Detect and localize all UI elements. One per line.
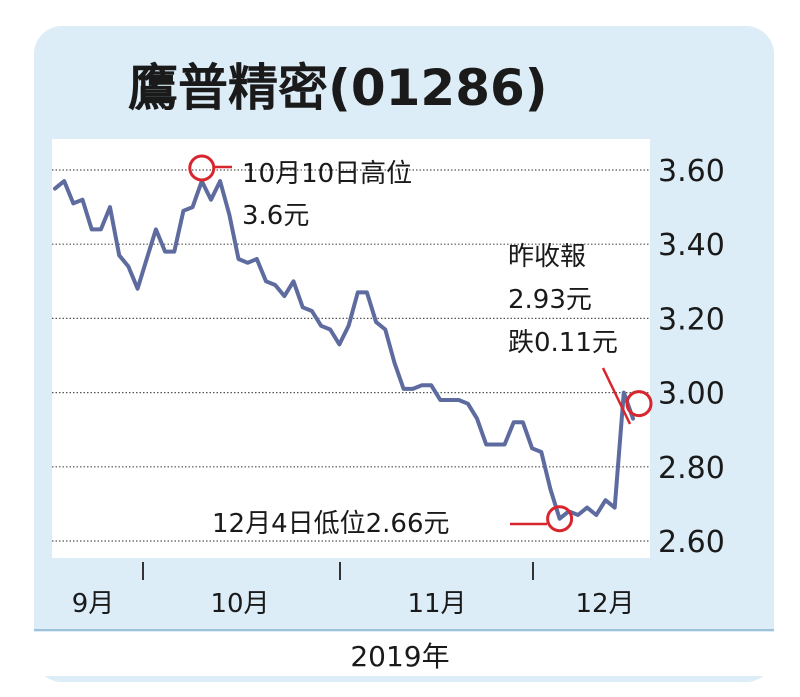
annotation-marker (625, 390, 653, 418)
x-axis-label: 2019年 (350, 640, 449, 673)
annotation-text: 跌0.11元 (508, 328, 618, 358)
annotation-text: 12月4日低位2.66元 (212, 509, 450, 539)
annotation-text: 2.93元 (508, 285, 592, 315)
annotation-marker (546, 505, 574, 533)
y-tick-label: 3.20 (658, 302, 725, 337)
price-line (53, 179, 635, 521)
year-strip (34, 632, 774, 676)
month-label: 11月 (407, 589, 466, 619)
month-separators (142, 562, 534, 580)
annotation-text: 昨收報 (508, 242, 586, 272)
annotation-marker (188, 154, 216, 182)
annotation-leader (601, 367, 632, 425)
y-tick-label: 2.60 (658, 525, 725, 560)
y-tick-labels: 3.60 3.40 3.20 3.00 2.80 2.60 (658, 154, 725, 560)
series-group (53, 179, 635, 521)
y-tick-label: 3.60 (658, 154, 725, 189)
month-labels: 9月 10月 11月 12月 (72, 589, 635, 619)
chart-title: 鷹普精密(01286) (128, 59, 548, 117)
y-tick-label: 3.00 (658, 377, 725, 412)
month-label: 9月 (72, 589, 115, 619)
annotation-text: 10月10日高位 (242, 159, 412, 189)
y-tick-label: 3.40 (658, 228, 725, 263)
y-tick-label: 2.80 (658, 451, 725, 486)
month-label: 10月 (210, 589, 269, 619)
month-label: 12月 (575, 589, 634, 619)
annotation-text: 3.6元 (242, 201, 309, 231)
